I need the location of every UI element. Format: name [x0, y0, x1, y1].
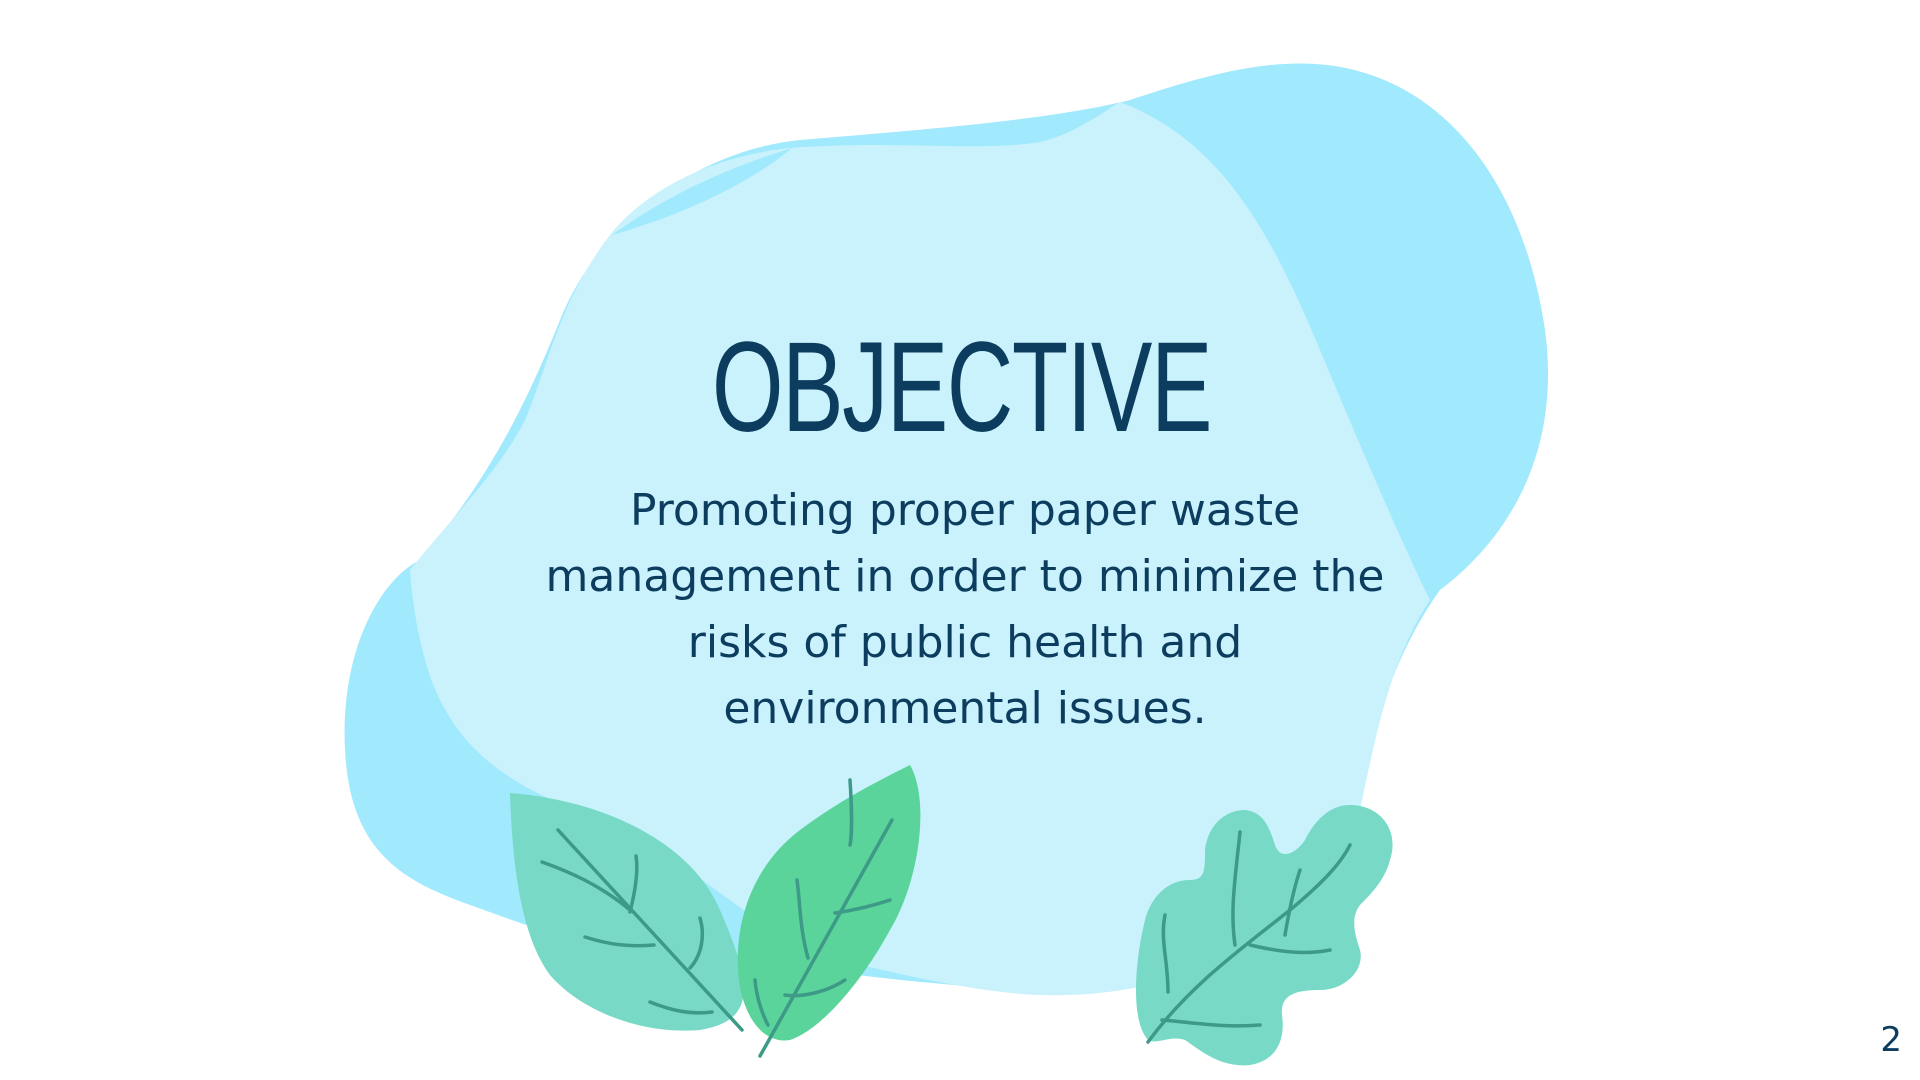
leaf-left-icon [510, 793, 744, 1032]
oak-leaf-icon [1135, 805, 1393, 1066]
slide-title: OBJECTIVE [711, 316, 1213, 459]
page-number: 2 [1880, 1020, 1902, 1060]
blob-inner [410, 102, 1430, 996]
objective-text: Promoting proper paper waste management … [545, 485, 1385, 734]
leaf-center-icon [737, 765, 921, 1058]
blob-accent [612, 148, 792, 235]
